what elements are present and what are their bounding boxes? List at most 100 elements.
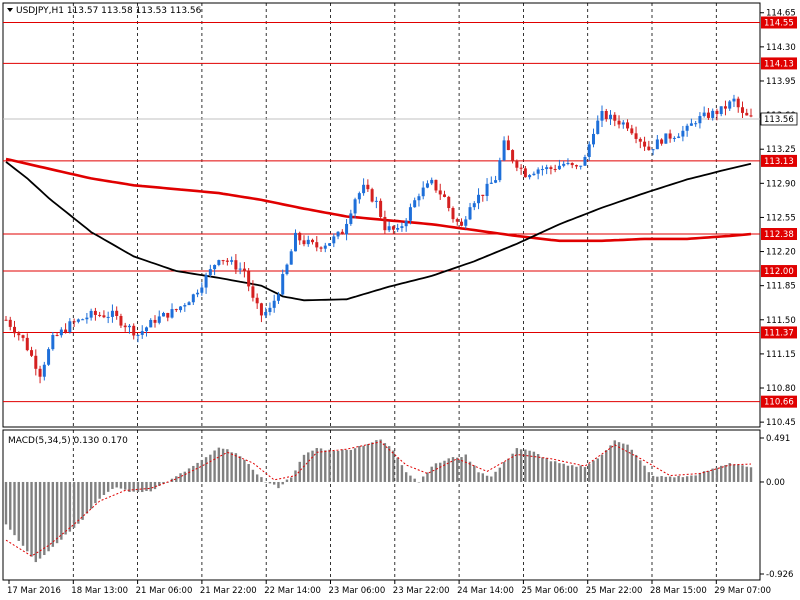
candle [672,136,676,142]
candle [17,331,21,341]
macd-bar [392,450,395,482]
candle [315,236,319,252]
macd-bar [285,479,289,482]
macd-bar [277,481,280,489]
candle [174,308,178,312]
candle [336,231,340,240]
macd-bar [485,475,489,482]
candle [502,136,506,162]
macd-bar [404,472,408,482]
candle [191,293,195,306]
macd-bar [617,442,621,482]
macd-bar [273,481,276,485]
candle [706,108,710,120]
macd-bar [643,465,646,482]
macd-bar [583,467,587,482]
macd-bar [477,472,480,482]
macd-bar [332,450,335,482]
macd-bar [94,481,97,504]
candle [183,303,187,312]
macd-bar [745,466,748,482]
candle [30,346,34,358]
macd-bar [741,465,744,482]
macd-bar [430,466,433,482]
macd-panel: MACD(5,34,5) 0.130 0.170 0.491 0.00 -0.926 [2,429,793,581]
candle [506,135,510,151]
macd-bar [204,457,208,482]
candle [68,318,72,334]
macd-bar [528,450,531,482]
candle [306,235,310,247]
macd-bar [345,449,348,482]
candle [689,118,693,126]
chart-header: USDJPY,H1 113.57 113.58 113.53 113.56 [7,6,202,16]
macd-bar [711,468,714,482]
level-label: 114.55 [764,18,794,28]
x-tick-label: 22 Mar 14:00 [264,586,321,596]
macd-bar [192,465,195,482]
candle [511,149,515,164]
macd-bar [264,481,267,483]
macd-bar [77,481,80,524]
candle [259,302,263,323]
macd-bar [315,448,318,482]
macd-bar [460,457,463,482]
macd-bar [247,464,250,482]
macd-bar [34,481,37,563]
candle [442,190,446,198]
candle [136,334,140,343]
macd-bar [311,450,314,482]
candle [213,264,217,276]
candle [621,120,625,129]
candle [698,112,702,129]
macd-bar [319,448,323,482]
candle [302,235,306,247]
candle [115,306,119,320]
candle [711,108,715,121]
candle [545,164,549,175]
candle [451,206,455,223]
candle [447,195,451,212]
macd-bar [553,461,557,482]
candle [434,179,438,193]
macd-bar [175,476,178,482]
macd-panel-frame [2,429,761,581]
candle [460,218,464,227]
y-tick-label: 112.20 [766,248,796,258]
macd-bar [749,467,753,482]
macd-bar [13,481,16,536]
candle [38,365,42,384]
macd-bar [149,481,152,492]
macd-bar [358,445,361,482]
macd-bar [68,481,72,532]
level-label: 114.13 [764,59,794,69]
macd-bar [494,471,497,482]
candle [25,333,29,352]
macd-bar [685,476,689,482]
macd-bar [426,472,429,482]
candle [340,229,344,235]
candle [268,302,272,316]
macd-bar [724,465,727,482]
candle [234,254,238,275]
candle [515,159,519,172]
candle [166,312,170,322]
macd-bar [196,462,199,482]
macd-bar [85,481,89,514]
candle [285,263,289,276]
macd-bar [349,449,353,482]
candle [247,268,251,292]
x-tick-label: 23 Mar 22:00 [393,586,450,596]
candle [638,137,642,149]
candle [311,238,315,245]
macd-bar [592,460,595,482]
symbol-dropdown-icon[interactable] [7,8,13,12]
macd-bar [707,470,710,482]
macd-bar [464,454,467,482]
macd-y-tick-label: 0.00 [766,478,785,488]
macd-bar [613,440,616,482]
macd-bar [549,461,553,482]
candle [144,326,148,337]
candle [549,165,553,175]
x-tick-label: 25 Mar 06:00 [521,586,578,596]
